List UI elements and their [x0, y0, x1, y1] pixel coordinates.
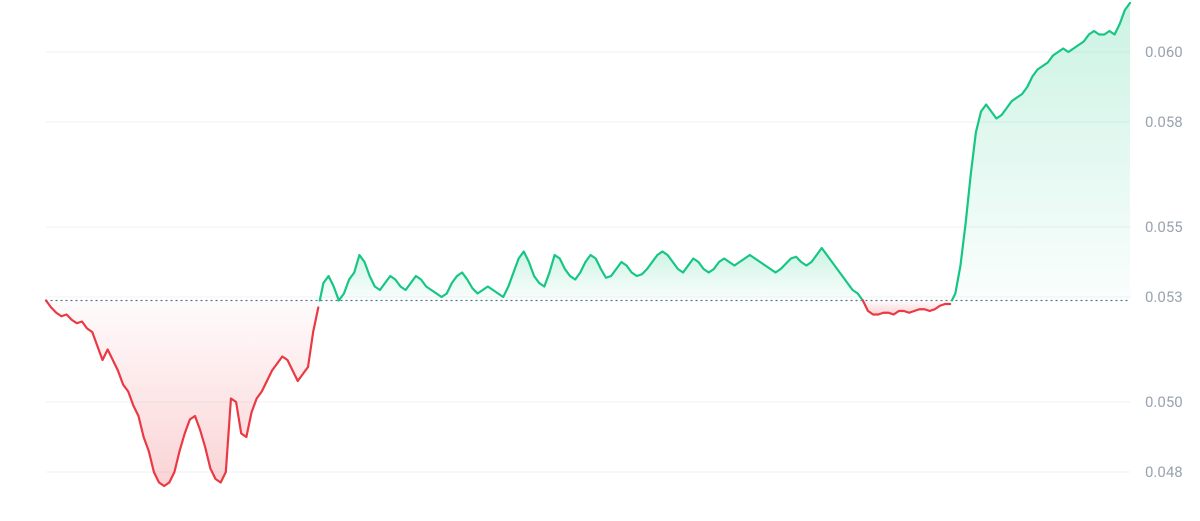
y-axis-tick-label: 0.060 [1145, 45, 1183, 60]
y-axis-tick-label: 0.058 [1145, 115, 1183, 130]
y-axis-tick-label: 0.050 [1145, 395, 1183, 410]
y-axis-tick-label: 0.055 [1145, 220, 1183, 235]
y-axis-tick-label: 0.048 [1145, 465, 1183, 480]
y-axis-tick-label: 0.053 [1145, 290, 1183, 305]
area-above-baseline [952, 3, 1130, 301]
price-chart: 0.048 0.050 0.053 0.055 0.058 0.060 [0, 0, 1200, 521]
chart-svg [0, 0, 1200, 521]
